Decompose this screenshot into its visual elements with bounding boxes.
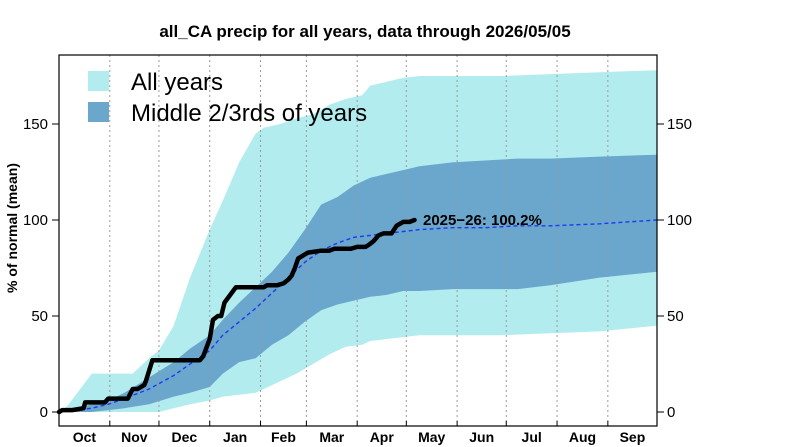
x-tick-label-nov: Nov [121,429,148,445]
lines-layer [56,217,658,415]
y-axis-label: % of normal (mean) [4,163,20,293]
axes-layer: 0 0 50 50 100 100 150 150 Oct Nov Dec Jan Feb Mar Apr M… [23,54,692,445]
current-year-line [56,217,417,415]
mean-line [58,219,658,413]
x-tick-label-jan: Jan [223,429,247,445]
y-tick-label-left: 0 [40,404,48,421]
current-year-annotation: 2025−26: 100.2% [423,212,542,229]
x-tick-label-jul: Jul [522,429,542,445]
y-tick-label-left: 100 [23,212,48,229]
legend: All years Middle 2/3rds of years [88,69,367,127]
y-tick-label-right: 100 [667,212,692,229]
legend-swatch-all-years [88,71,109,91]
x-tick-label-jun: Jun [469,429,494,445]
x-tick-label-dec: Dec [171,429,197,445]
x-tick-label-apr: Apr [370,429,395,445]
y-tick-label-right: 0 [667,404,675,421]
y-tick-label-left: 50 [31,308,48,325]
chart-title: all_CA precip for all years, data throug… [159,22,570,41]
x-tick-label-mar: Mar [319,429,344,445]
x-tick-label-aug: Aug [569,429,596,445]
legend-swatch-middle [88,102,109,122]
y-tick-label-left: 150 [23,116,48,133]
y-tick-label-right: 50 [667,308,684,325]
plot-frame [58,54,658,427]
x-tick-label-sep: Sep [620,429,646,445]
legend-label-middle: Middle 2/3rds of years [131,100,367,127]
legend-label-all-years: All years [131,69,223,96]
grid-layer [109,55,609,426]
x-tick-label-feb: Feb [271,429,296,445]
y-tick-label-right: 150 [667,116,692,133]
x-tick-label-may: May [418,429,445,445]
x-tick-label-oct: Oct [73,429,97,445]
